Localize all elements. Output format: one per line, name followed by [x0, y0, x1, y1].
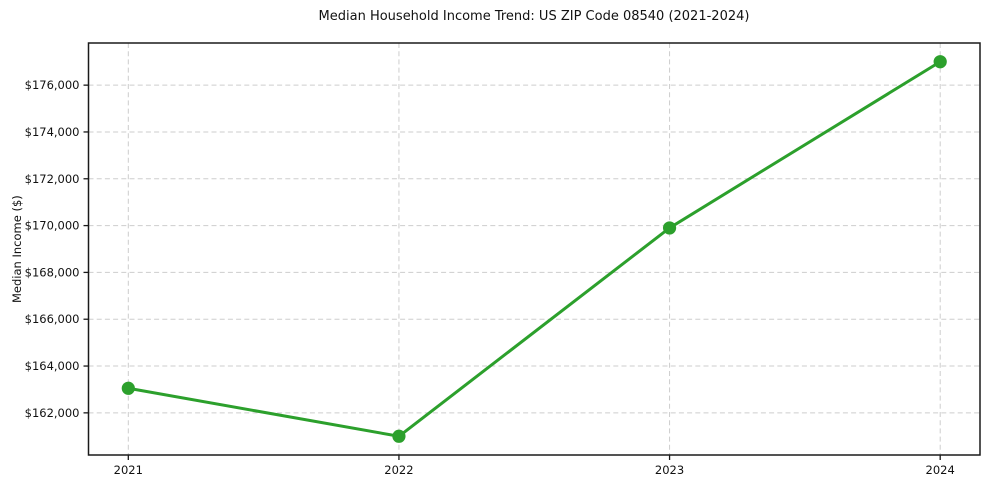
- y-tick-label: $170,000: [25, 219, 80, 233]
- data-point: [121, 381, 135, 395]
- y-tick-label: $166,000: [25, 312, 80, 326]
- x-tick-label: 2024: [926, 463, 955, 477]
- chart-title: Median Household Income Trend: US ZIP Co…: [318, 9, 750, 24]
- trend-line: [126, 60, 942, 438]
- y-tick-label: $174,000: [25, 125, 80, 139]
- plot-border: [87, 42, 981, 456]
- data-point: [392, 429, 406, 443]
- x-tick-label: 2023: [655, 463, 684, 477]
- x-tick-label: 2022: [384, 463, 413, 477]
- data-point: [662, 221, 677, 235]
- y-tick-label: $172,000: [25, 172, 80, 186]
- y-tick-label: $176,000: [25, 78, 80, 92]
- y-tick-label: $162,000: [25, 406, 80, 420]
- data-point: [933, 55, 947, 69]
- y-tick-label: $164,000: [25, 359, 80, 373]
- y-tick-label: $168,000: [25, 265, 80, 279]
- x-tick-label: 2021: [114, 463, 143, 477]
